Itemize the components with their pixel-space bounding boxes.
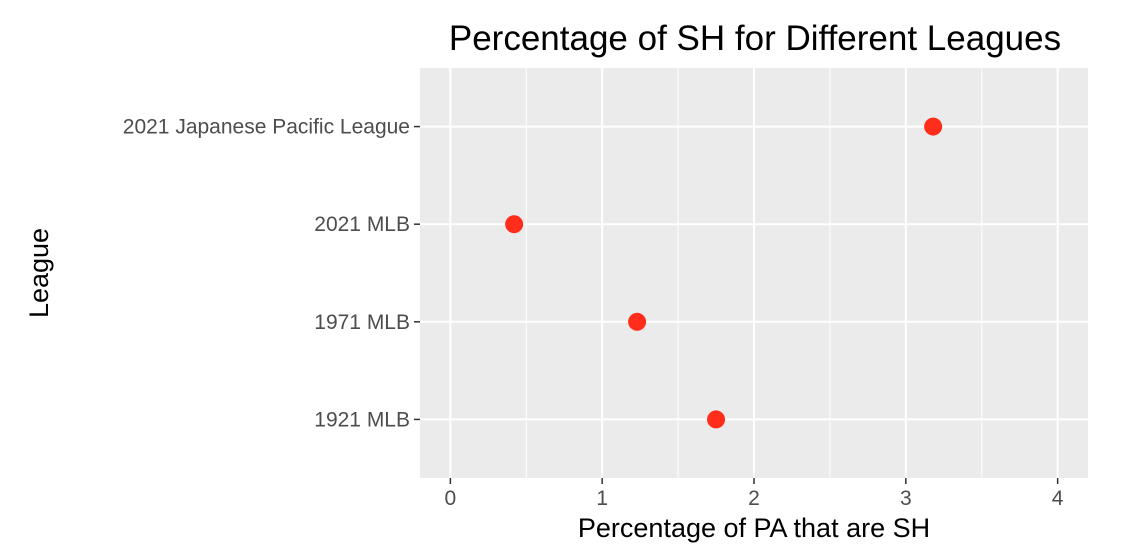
y-tick-label: 2021 Japanese Pacific League (123, 116, 410, 139)
y-tick-label: 1921 MLB (314, 408, 410, 431)
data-point (924, 117, 943, 136)
data-point (707, 410, 726, 429)
data-point (628, 312, 647, 331)
x-axis-ticks: 0 1 2 3 4 (445, 478, 1064, 510)
x-tick-label: 3 (900, 487, 912, 510)
y-tick-label: 1971 MLB (314, 311, 410, 334)
x-axis-title: Percentage of PA that are SH (578, 513, 930, 543)
y-axis-title: League (24, 228, 54, 318)
data-point (505, 215, 524, 234)
x-tick-label: 2 (748, 487, 760, 510)
chart-title: Percentage of SH for Different Leagues (449, 19, 1061, 58)
y-tick-label: 2021 MLB (314, 213, 410, 236)
grid-lines (420, 68, 1088, 478)
data-points (505, 117, 943, 429)
y-axis-ticks: 1921 MLB 1971 MLB 2021 MLB 2021 Japanese Pa… (123, 116, 420, 431)
x-tick-label: 4 (1052, 487, 1064, 510)
x-tick-label: 0 (445, 487, 457, 510)
x-tick-label: 1 (596, 487, 608, 510)
